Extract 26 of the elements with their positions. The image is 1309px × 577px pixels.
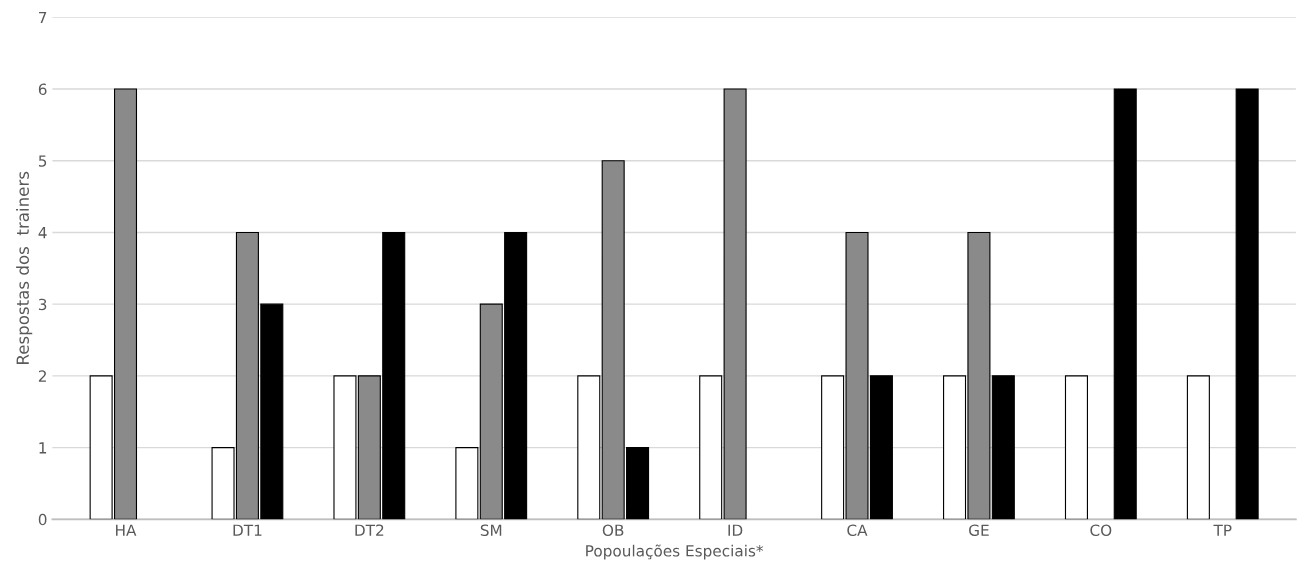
y-tick-label: 6 [38,83,47,96]
x-tick-label: CO [1090,524,1112,536]
x-tick-label: OB [602,524,624,536]
x-tick-label: CA [847,524,868,536]
x-tick-label: DT1 [233,524,262,536]
y-tick-label: 3 [38,298,47,311]
x-axis-title: Popoulações Especiais* [586,544,764,560]
x-tick-label: DT2 [355,524,384,536]
y-axis-title: Respostas dos trainers [16,171,33,364]
bar [1235,88,1259,520]
bar [1186,375,1210,520]
bar [455,447,479,520]
x-tick-label: TP [1213,524,1232,536]
x-tick-label: HA [116,524,137,536]
bar [1064,375,1088,520]
y-tick-label: 5 [38,155,47,167]
bar [1113,88,1137,520]
y-tick-label: 1 [39,442,47,454]
bar [577,375,601,520]
y-tick-label: 0 [38,513,47,526]
y-tick-label: 2 [38,370,46,382]
x-tick-label: SM [480,524,502,536]
y-tick-label: 7 [39,11,47,24]
x-tick-label: ID [728,524,743,536]
y-tick-label: 4 [38,227,47,239]
x-tick-label: GE [969,524,989,536]
